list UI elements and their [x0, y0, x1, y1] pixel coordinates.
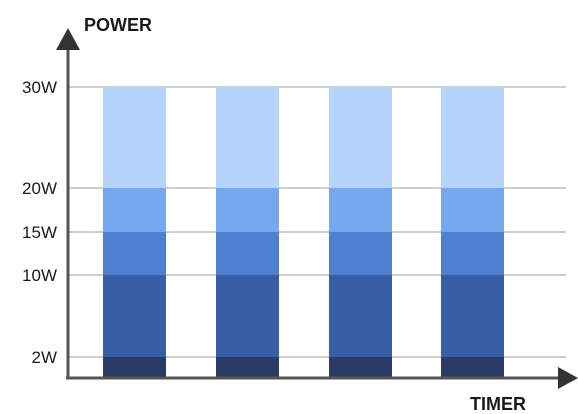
bar-segment: [103, 357, 166, 378]
x-axis-arrow: [558, 367, 578, 389]
bar-segment: [216, 275, 279, 357]
bar-segment: [441, 357, 504, 378]
bar-segment: [216, 232, 279, 275]
bar-segment: [329, 188, 392, 232]
bar-4: [441, 87, 504, 378]
bar-2: [216, 87, 279, 378]
y-tick-label: 15W: [22, 223, 57, 242]
bar-segment: [103, 232, 166, 275]
bar-segment: [329, 275, 392, 357]
y-tick-label: 20W: [22, 179, 57, 198]
bar-1: [103, 87, 166, 378]
y-tick-label: 10W: [22, 266, 57, 285]
bar-segment: [441, 87, 504, 188]
x-axis-title: TIMER: [470, 394, 526, 414]
bar-segment: [441, 275, 504, 357]
bar-segment: [216, 87, 279, 188]
y-tick-label: 2W: [32, 348, 58, 367]
bar-segment: [103, 87, 166, 188]
bar-3: [329, 87, 392, 378]
bar-segment: [441, 232, 504, 275]
y-tick-labels: 2W 10W 15W 20W 30W: [22, 78, 57, 367]
bar-segment: [103, 188, 166, 232]
bars: [103, 87, 504, 378]
bar-segment: [216, 357, 279, 378]
bar-segment: [329, 87, 392, 188]
bar-segment: [329, 357, 392, 378]
y-tick-label: 30W: [22, 78, 57, 97]
y-axis-title: POWER: [84, 15, 152, 35]
y-axis-arrow: [56, 28, 80, 50]
bar-segment: [216, 188, 279, 232]
bar-segment: [329, 232, 392, 275]
bar-segment: [103, 275, 166, 357]
bar-segment: [441, 188, 504, 232]
